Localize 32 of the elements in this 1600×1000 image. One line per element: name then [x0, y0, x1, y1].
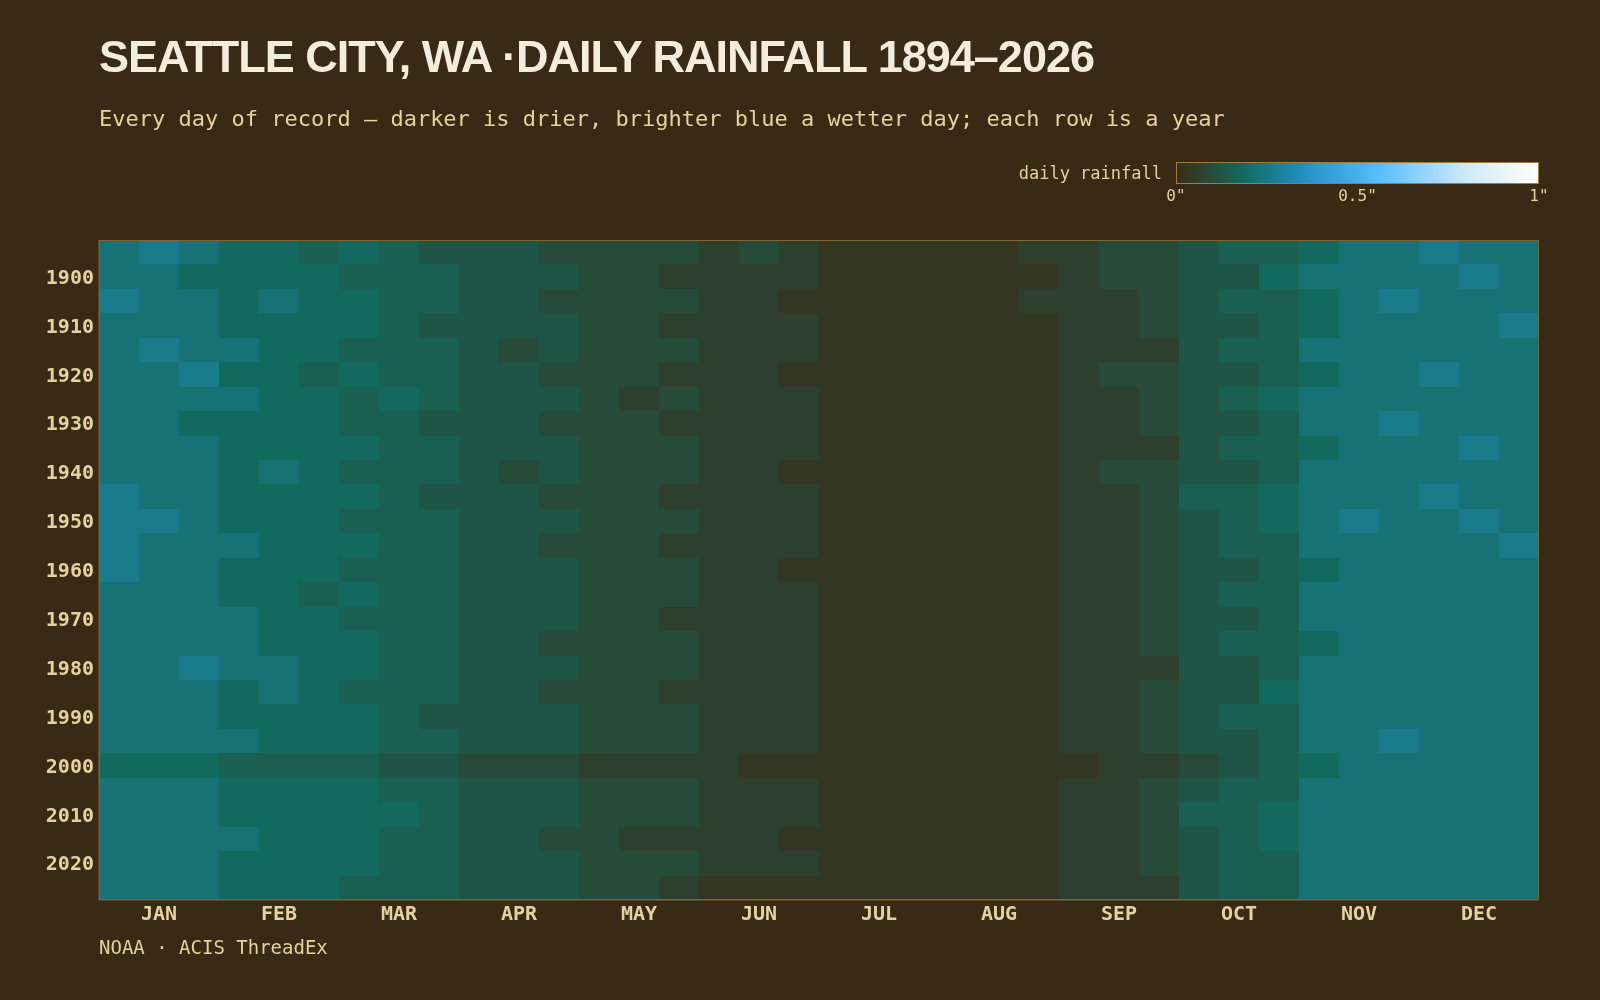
x-tick-label: APR [500, 901, 539, 926]
x-tick-label: JAN [140, 901, 178, 926]
y-tick-label: 1920 [45, 362, 94, 387]
chart-subtitle: Every day of record — darker is drier, brighter blue a wetter day; each row is a year [99, 106, 1225, 131]
y-tick-label: 2010 [45, 802, 94, 827]
x-tick-label: SEP [1100, 901, 1138, 926]
y-tick-label: 1970 [45, 606, 94, 631]
x-tick-label: FEB [260, 901, 298, 926]
color-bar-label: 0.5" [1338, 186, 1377, 205]
color-bar-label: 0" [1166, 186, 1186, 205]
y-tick-label: 2000 [45, 753, 94, 778]
x-tick-label: AUG [980, 901, 1018, 926]
y-tick-label: 1950 [45, 509, 94, 534]
x-tick-label: MAR [380, 901, 419, 926]
text: NOAA · ACIS ThreadEx [99, 936, 328, 958]
x-tick-label: DEC [1460, 901, 1498, 926]
x-tick-label: NOV [1340, 901, 1378, 926]
y-tick-label: 1900 [45, 264, 94, 289]
y-tick-label: 1960 [45, 558, 94, 583]
y-tick-label: 1930 [45, 411, 94, 436]
x-tick-label: JUN [740, 901, 778, 926]
x-tick-label: MAY [620, 901, 658, 926]
y-tick-label: 1910 [45, 313, 94, 338]
x-tick-label: JUL [860, 901, 898, 926]
y-tick-label: 1940 [45, 460, 94, 485]
color-bar-label: 1" [1529, 186, 1549, 205]
x-tick-label: OCT [1220, 901, 1258, 926]
y-tick-label: 1980 [45, 655, 94, 680]
y-tick-label: 2020 [45, 851, 94, 876]
chart-title: SEATTLE CITY, WA ·DAILY RAINFALL 1894–2026 [99, 31, 1094, 83]
color-bar-title: daily rainfall [1018, 162, 1162, 184]
y-tick-label: 1990 [45, 704, 94, 729]
